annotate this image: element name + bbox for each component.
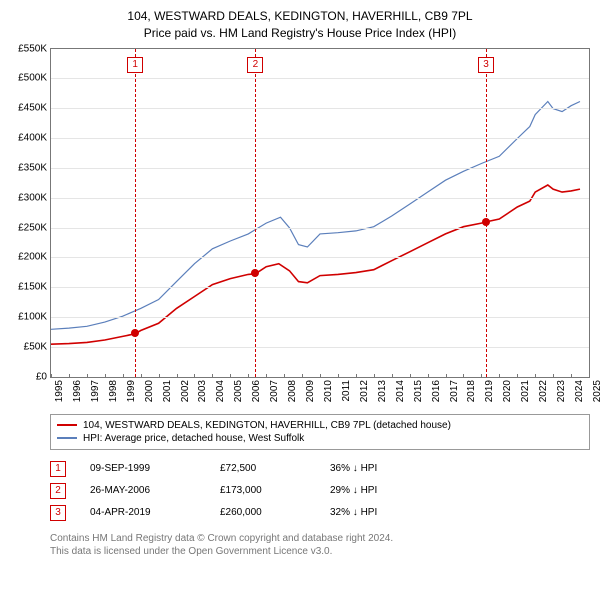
x-tick-label: 1997 — [90, 380, 101, 402]
x-tick-label: 2020 — [502, 380, 513, 402]
y-tick-label: £400K — [18, 133, 47, 144]
transaction-point — [482, 218, 490, 226]
x-tick-label: 2004 — [215, 380, 226, 402]
legend-swatch — [57, 437, 77, 439]
x-tick-label: 2012 — [359, 380, 370, 402]
x-tick-label: 2014 — [395, 380, 406, 402]
footer: Contains HM Land Registry data © Crown c… — [50, 532, 590, 558]
x-tick-label: 2008 — [287, 380, 298, 402]
footer-line: This data is licensed under the Open Gov… — [50, 545, 590, 558]
transaction-price: £72,500 — [220, 463, 330, 474]
transaction-price: £260,000 — [220, 507, 330, 518]
y-tick-label: £0 — [36, 371, 47, 382]
y-tick-label: £50K — [24, 341, 47, 352]
x-tick-label: 2017 — [449, 380, 460, 402]
transaction-point — [131, 329, 139, 337]
transaction-date: 04-APR-2019 — [90, 507, 220, 518]
transaction-date: 09-SEP-1999 — [90, 463, 220, 474]
transaction-vline — [255, 49, 256, 377]
legend-swatch — [57, 424, 77, 426]
x-tick-label: 1995 — [54, 380, 65, 402]
title-line-1: 104, WESTWARD DEALS, KEDINGTON, HAVERHIL… — [0, 8, 600, 25]
series-property — [51, 185, 580, 344]
y-tick-label: £200K — [18, 252, 47, 263]
x-axis-labels: 1995 1996 1997 1998 1999 2000 2001 2002 2003 2004… — [50, 378, 590, 408]
x-tick-label: 1999 — [126, 380, 137, 402]
y-tick-label: £500K — [18, 73, 47, 84]
title-line-2: Price paid vs. HM Land Registry's House … — [0, 25, 600, 42]
transaction-date: 26-MAY-2006 — [90, 485, 220, 496]
x-tick-label: 2001 — [162, 380, 173, 402]
footer-line: Contains HM Land Registry data © Crown c… — [50, 532, 590, 545]
x-tick-label: 2016 — [431, 380, 442, 402]
transaction-row: 2 26-MAY-2006 £173,000 29% ↓ HPI — [50, 480, 590, 502]
transaction-row: 1 09-SEP-1999 £72,500 36% ↓ HPI — [50, 458, 590, 480]
x-tick-label: 2025 — [592, 380, 600, 402]
series-hpi — [51, 101, 580, 329]
legend-label: HPI: Average price, detached house, West… — [83, 433, 304, 444]
legend-label: 104, WESTWARD DEALS, KEDINGTON, HAVERHIL… — [83, 420, 451, 431]
legend-item: 104, WESTWARD DEALS, KEDINGTON, HAVERHIL… — [57, 419, 583, 432]
y-tick-label: £250K — [18, 222, 47, 233]
transaction-vline — [486, 49, 487, 377]
y-tick-label: £100K — [18, 311, 47, 322]
x-tick-label: 2010 — [323, 380, 334, 402]
x-tick-label: 2018 — [466, 380, 477, 402]
x-tick-label: 2006 — [251, 380, 262, 402]
x-tick-label: 2013 — [377, 380, 388, 402]
x-tick-label: 2005 — [233, 380, 244, 402]
x-tick-label: 1998 — [108, 380, 119, 402]
transaction-row: 3 04-APR-2019 £260,000 32% ↓ HPI — [50, 502, 590, 524]
x-tick-label: 2022 — [538, 380, 549, 402]
x-tick-label: 2024 — [574, 380, 585, 402]
x-tick-label: 2021 — [520, 380, 531, 402]
x-tick-label: 2023 — [556, 380, 567, 402]
legend-item: HPI: Average price, detached house, West… — [57, 432, 583, 445]
legend: 104, WESTWARD DEALS, KEDINGTON, HAVERHIL… — [50, 414, 590, 450]
transaction-vline — [135, 49, 136, 377]
x-tick-label: 2000 — [144, 380, 155, 402]
chart-area: £0£50K£100K£150K£200K£250K£300K£350K£400… — [50, 48, 590, 378]
x-tick-label: 2011 — [341, 380, 352, 402]
transaction-pct: 29% ↓ HPI — [330, 485, 590, 496]
y-tick-label: £450K — [18, 103, 47, 114]
transaction-price: £173,000 — [220, 485, 330, 496]
transaction-marker: 2 — [50, 483, 66, 499]
x-tick-label: 2015 — [413, 380, 424, 402]
x-tick-label: 2019 — [484, 380, 495, 402]
transaction-marker-box: 1 — [127, 57, 143, 73]
x-tick-label: 2009 — [305, 380, 316, 402]
transaction-pct: 32% ↓ HPI — [330, 507, 590, 518]
y-tick-label: £550K — [18, 43, 47, 54]
x-tick-label: 2002 — [180, 380, 191, 402]
x-tick-label: 2003 — [197, 380, 208, 402]
y-tick-label: £300K — [18, 192, 47, 203]
y-tick-label: £150K — [18, 282, 47, 293]
x-tick-label: 1996 — [72, 380, 83, 402]
transaction-point — [251, 269, 259, 277]
chart-container: 104, WESTWARD DEALS, KEDINGTON, HAVERHIL… — [0, 0, 600, 590]
x-tick-label: 2007 — [269, 380, 280, 402]
transaction-marker-box: 3 — [478, 57, 494, 73]
title-block: 104, WESTWARD DEALS, KEDINGTON, HAVERHIL… — [0, 0, 600, 42]
chart-lines — [51, 49, 589, 377]
transaction-marker-box: 2 — [247, 57, 263, 73]
transaction-marker: 1 — [50, 461, 66, 477]
transactions-table: 1 09-SEP-1999 £72,500 36% ↓ HPI 2 26-MAY… — [50, 458, 590, 524]
y-tick-label: £350K — [18, 162, 47, 173]
transaction-marker: 3 — [50, 505, 66, 521]
transaction-pct: 36% ↓ HPI — [330, 463, 590, 474]
